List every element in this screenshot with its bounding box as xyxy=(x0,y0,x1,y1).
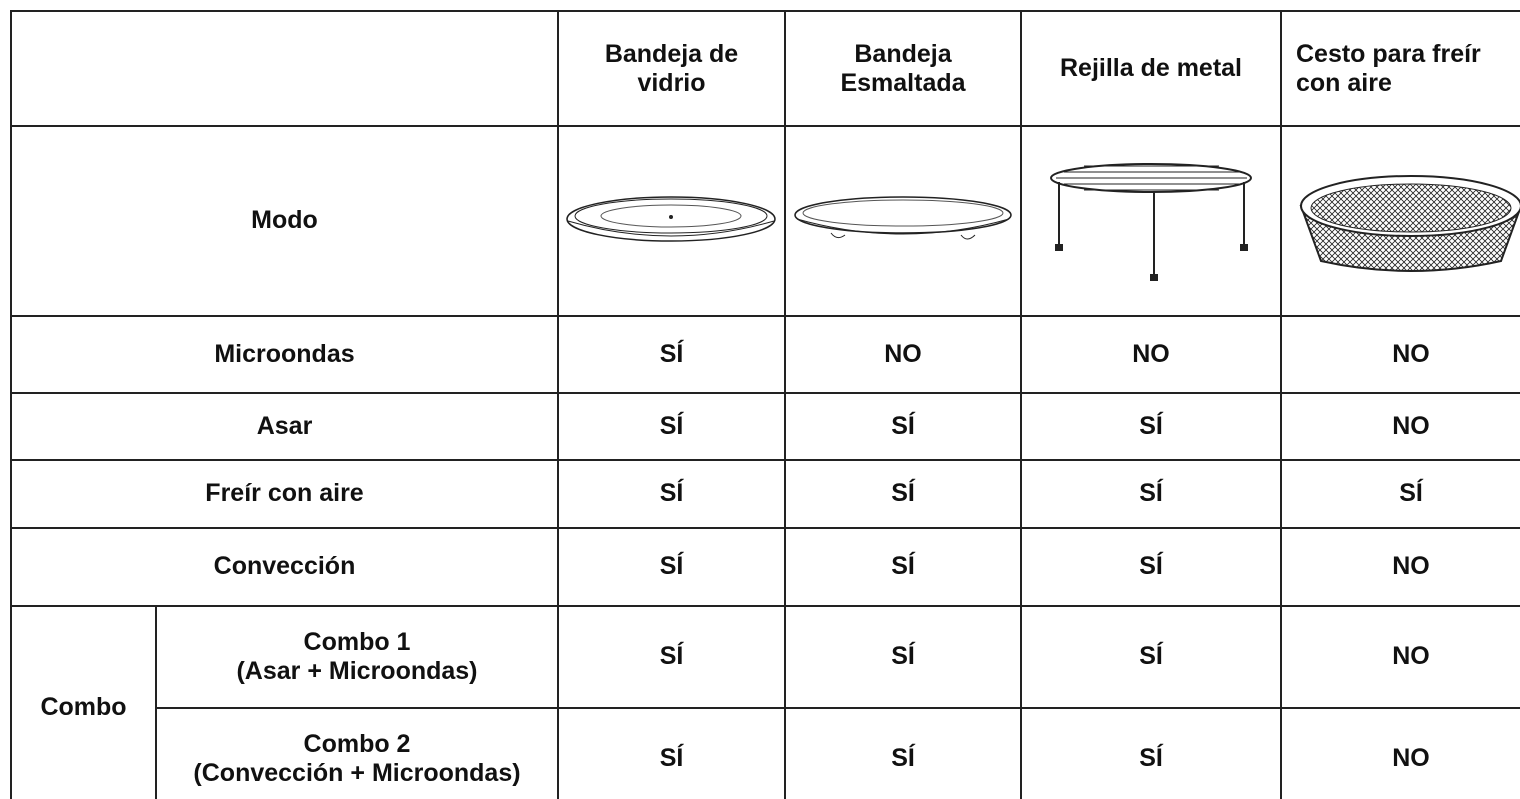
mode-row: Asar SÍ SÍ SÍ NO xyxy=(10,391,1520,461)
enamel-tray-icon xyxy=(793,196,1012,240)
mode-name: Combo 2 (Convección + Microondas) xyxy=(155,706,559,799)
mode-row: Convección SÍ SÍ SÍ NO xyxy=(10,526,1520,607)
mode-name: Asar xyxy=(10,391,559,461)
value-cell: SÍ xyxy=(784,706,1022,799)
mode-name: Microondas xyxy=(10,314,559,394)
combo-row: Combo 2 (Convección + Microondas) SÍ SÍ … xyxy=(11,706,1520,799)
column-header: Cesto para freír con aire xyxy=(1280,10,1520,127)
mode-row: Freír con aire SÍ SÍ SÍ SÍ xyxy=(10,458,1520,529)
value-cell: SÍ xyxy=(784,604,1022,709)
value-cell: NO xyxy=(1280,391,1520,461)
value-cell: SÍ xyxy=(557,604,786,709)
value-cell: NO xyxy=(1020,314,1282,394)
mode-row: Microondas SÍ NO NO NO xyxy=(10,314,1520,394)
metal-rack-icon xyxy=(1049,162,1252,281)
header-row: Bandeja de vidrio Bandeja Esmaltada Reji… xyxy=(10,10,1520,127)
image-cell xyxy=(557,125,786,317)
value-cell: SÍ xyxy=(784,458,1022,529)
mode-name: Combo 1 (Asar + Microondas) xyxy=(155,604,559,709)
value-cell: SÍ xyxy=(557,458,786,529)
value-cell: SÍ xyxy=(1020,526,1282,607)
column-header: Bandeja de vidrio xyxy=(557,10,786,127)
value-cell: SÍ xyxy=(557,314,786,394)
image-cell xyxy=(1020,125,1282,317)
value-cell: NO xyxy=(1280,706,1520,799)
value-cell: SÍ xyxy=(784,391,1022,461)
value-cell: NO xyxy=(1280,604,1520,709)
image-row: Modo xyxy=(10,125,1520,317)
value-cell: NO xyxy=(784,314,1022,394)
mode-label: Modo xyxy=(10,125,559,317)
mode-name: Freír con aire xyxy=(10,458,559,529)
value-cell: SÍ xyxy=(557,706,786,799)
mode-name: Convección xyxy=(10,526,559,607)
value-cell: SÍ xyxy=(557,391,786,461)
combo-row: Combo Combo 1 (Asar + Microondas) SÍ SÍ … xyxy=(10,604,1520,799)
glass-tray-icon xyxy=(566,196,776,242)
value-cell: SÍ xyxy=(1280,458,1520,529)
image-cell xyxy=(784,125,1022,317)
value-cell: NO xyxy=(1280,526,1520,607)
value-cell: SÍ xyxy=(1020,391,1282,461)
value-cell: SÍ xyxy=(784,526,1022,607)
value-cell: SÍ xyxy=(1020,458,1282,529)
value-cell: SÍ xyxy=(1020,604,1282,709)
compatibility-table: Bandeja de vidrio Bandeja Esmaltada Reji… xyxy=(10,10,1520,799)
combo-label: Combo xyxy=(10,604,157,799)
column-header: Rejilla de metal xyxy=(1020,10,1282,127)
blank-cell xyxy=(10,10,559,127)
value-cell: SÍ xyxy=(1020,706,1282,799)
image-cell xyxy=(1280,125,1520,317)
air-fry-basket-icon xyxy=(1299,174,1520,272)
value-cell: SÍ xyxy=(557,526,786,607)
column-header: Bandeja Esmaltada xyxy=(784,10,1022,127)
value-cell: NO xyxy=(1280,314,1520,394)
